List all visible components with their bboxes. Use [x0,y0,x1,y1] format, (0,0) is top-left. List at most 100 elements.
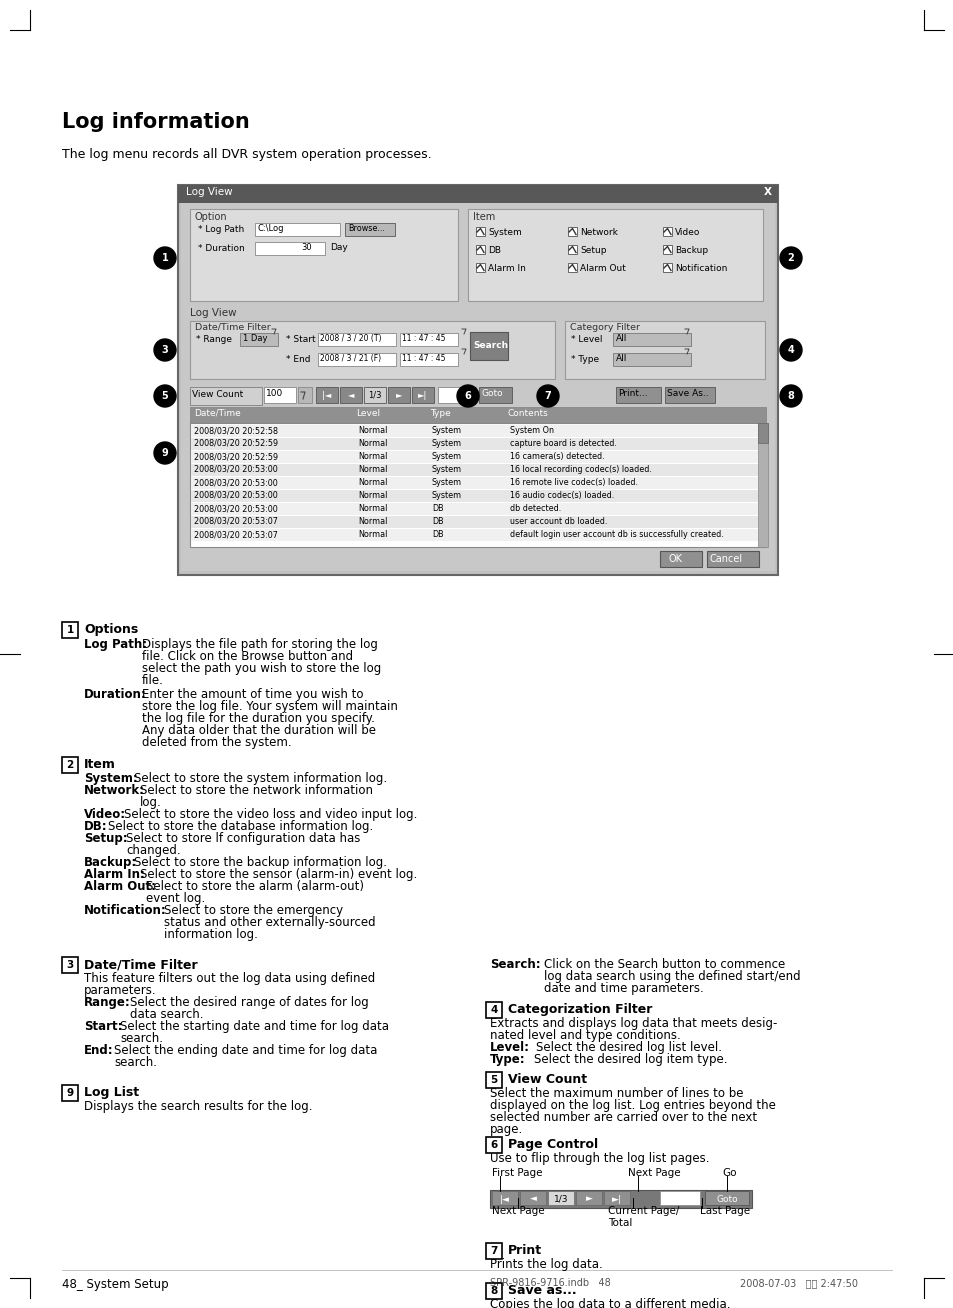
Text: Next Page: Next Page [627,1168,679,1179]
Text: Alarm Out:: Alarm Out: [84,880,156,893]
Text: Date/Time: Date/Time [193,409,240,419]
Text: Notification:: Notification: [84,904,167,917]
Bar [547,1192,574,1205]
Text: 8: 8 [490,1286,497,1296]
Text: Setup:: Setup: [84,832,128,845]
Text: Normal: Normal [357,426,387,436]
Bar [478,387,512,403]
Text: user account db loaded.: user account db loaded. [510,517,607,526]
Text: 7: 7 [544,391,551,402]
Text: Normal: Normal [357,477,387,487]
Bar [191,477,763,489]
Text: 9: 9 [161,449,168,458]
Text: Page Control: Page Control [507,1138,598,1151]
Text: Select to store the video loss and video input log.: Select to store the video loss and video… [124,808,417,821]
Text: Video:: Video: [84,808,126,821]
Text: the log file for the duration you specify.: the log file for the duration you specif… [142,712,375,725]
Bar [490,1190,751,1209]
Text: deleted from the system.: deleted from the system. [142,736,292,749]
Text: Option: Option [194,212,228,222]
Text: Select to store the sensor (alarm-in) event log.: Select to store the sensor (alarm-in) ev… [140,869,416,882]
Text: * Log Path: * Log Path [198,225,244,234]
Text: 16 audio codec(s) loaded.: 16 audio codec(s) loaded. [510,490,614,500]
Text: capture board is detected.: capture board is detected. [510,439,617,449]
Text: SPR-9816-9716.indb   48: SPR-9816-9716.indb 48 [490,1278,610,1288]
Text: Use to flip through the log list pages.: Use to flip through the log list pages. [490,1152,709,1165]
Text: changed.: changed. [126,844,180,857]
Text: 1/3: 1/3 [368,391,381,399]
Bar [470,332,507,360]
Text: 11 : 47 : 45: 11 : 47 : 45 [401,354,445,364]
Text: System: System [432,453,461,460]
Text: Log information: Log information [62,112,250,132]
Text: Date/Time Filter: Date/Time Filter [194,323,271,332]
Text: 5: 5 [161,391,168,402]
Text: 1/3: 1/3 [553,1194,568,1203]
Bar [662,245,671,254]
Text: search.: search. [113,1056,157,1069]
Bar [567,263,577,272]
Bar [616,387,660,403]
Bar [399,334,457,347]
Text: Goto: Goto [481,388,503,398]
Text: Categorization Filter: Categorization Filter [507,1003,652,1016]
Text: First Page: First Page [492,1168,542,1179]
Text: Save As..: Save As.. [666,388,708,398]
Text: Select to store the backup information log.: Select to store the backup information l… [133,855,387,869]
Text: 1: 1 [161,252,168,263]
Text: 8: 8 [787,391,794,402]
Text: log.: log. [140,797,162,810]
Text: ►|: ►| [612,1194,621,1203]
Bar [613,334,690,347]
Text: System: System [432,466,461,473]
Text: C:\Log: C:\Log [257,224,284,233]
Text: 2008/03/20 20:52:58: 2008/03/20 20:52:58 [193,426,277,436]
Bar [264,387,295,403]
Text: 4: 4 [787,345,794,354]
Bar [62,623,78,638]
Text: parameters.: parameters. [84,984,156,997]
Text: 4: 4 [490,1005,497,1015]
Bar [659,551,701,566]
Text: Select to store the system information log.: Select to store the system information l… [133,772,387,785]
Circle shape [780,247,801,269]
Bar [758,422,767,547]
Bar [399,353,457,366]
Text: 6: 6 [490,1141,497,1150]
Bar [364,387,386,403]
Bar [662,228,671,235]
Bar [662,263,671,272]
Bar [240,334,277,347]
Text: Notification: Notification [675,264,726,273]
Bar [62,757,78,773]
Text: * Duration: * Duration [198,245,245,252]
Text: 2008/03/20 20:53:07: 2008/03/20 20:53:07 [193,517,277,526]
Text: Day: Day [330,243,348,252]
Bar [297,387,312,403]
Bar [664,387,714,403]
Text: 16 local recording codec(s) loaded.: 16 local recording codec(s) loaded. [510,466,651,473]
Bar [190,422,765,547]
Text: select the path you wish to store the log: select the path you wish to store the lo… [142,662,381,675]
Text: Select to store the database information log.: Select to store the database information… [108,820,373,833]
Bar [62,1086,78,1101]
Text: event log.: event log. [146,892,205,905]
Text: DB: DB [432,504,443,513]
Text: store the log file. Your system will maintain: store the log file. Your system will mai… [142,700,397,713]
Text: Normal: Normal [357,453,387,460]
Text: System: System [488,228,521,237]
Circle shape [456,385,478,407]
Text: 1: 1 [67,625,73,634]
Text: |◄: |◄ [499,1194,510,1203]
Text: Normal: Normal [357,490,387,500]
Text: ►: ► [395,391,402,399]
Bar [437,387,476,403]
Bar [659,1192,700,1205]
Text: Search:: Search: [490,957,540,971]
Text: db detected.: db detected. [510,504,560,513]
Text: Any data older that the duration will be: Any data older that the duration will be [142,725,375,736]
Text: ◄: ◄ [348,391,354,399]
Text: View Count: View Count [192,390,243,399]
Text: Start:: Start: [84,1020,122,1033]
Bar [317,353,395,366]
